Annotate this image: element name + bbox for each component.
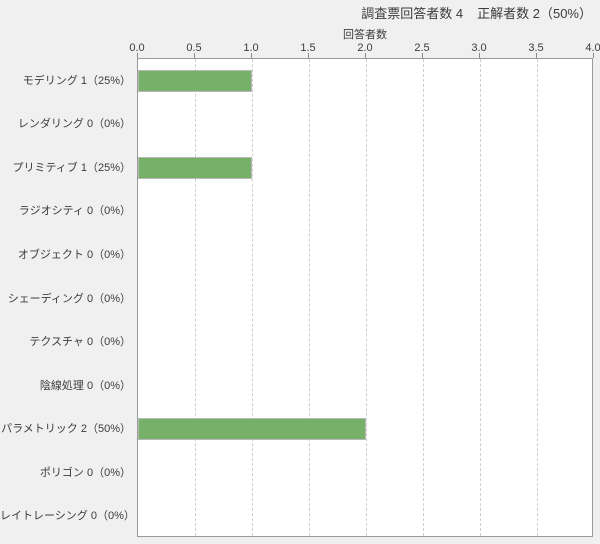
category-label: レイトレーシング 0（0%） bbox=[0, 510, 135, 523]
category-label: オブジェクト 0（0%） bbox=[17, 248, 131, 261]
category-axis-labels: モデリング 1（25%） レンダリング 0（0%） プリミティブ 1（25%） ラジオ… bbox=[0, 58, 135, 537]
category-label: プリミティブ 1（25%） bbox=[12, 161, 131, 174]
x-tick-mark bbox=[422, 53, 423, 58]
x-tick-mark bbox=[536, 53, 537, 58]
bar-row bbox=[138, 146, 592, 190]
x-tick-label: 0.5 bbox=[186, 42, 202, 54]
category-label: レンダリング 0（0%） bbox=[17, 118, 131, 131]
x-tick-label: 1.0 bbox=[243, 42, 259, 54]
bar-row bbox=[138, 59, 592, 103]
x-tick-label: 2.0 bbox=[357, 42, 373, 54]
category-label: シェーディング 0（0%） bbox=[7, 292, 131, 305]
x-tick-label: 1.5 bbox=[300, 42, 316, 54]
bar-row bbox=[138, 407, 592, 451]
category-label: ポリゴン 0（0%） bbox=[39, 466, 131, 479]
x-tick-mark bbox=[479, 53, 480, 58]
category-label: 陰線処理 0（0%） bbox=[39, 379, 131, 392]
category-label: パラメトリック 2（50%） bbox=[1, 423, 131, 436]
x-axis-tick-labels: 0.0 0.5 1.0 1.5 2.0 2.5 3.0 3.5 4.0 bbox=[0, 42, 600, 56]
bar-row bbox=[138, 364, 592, 408]
x-tick-mark bbox=[308, 53, 309, 58]
x-tick-label: 0.0 bbox=[129, 42, 145, 54]
x-axis-title: 回答者数 bbox=[343, 29, 387, 41]
bar-row bbox=[138, 103, 592, 147]
x-tick-mark bbox=[593, 53, 594, 58]
bar[interactable] bbox=[138, 418, 366, 441]
category-label: テクスチャ 0（0%） bbox=[29, 336, 131, 349]
bar-row bbox=[138, 277, 592, 321]
x-tick-label: 4.0 bbox=[585, 42, 600, 54]
x-tick-mark bbox=[365, 53, 366, 58]
category-label: モデリング 1（25%） bbox=[22, 74, 131, 87]
category-label: ラジオシティ 0（0%） bbox=[18, 205, 131, 218]
x-tick-label: 3.0 bbox=[471, 42, 487, 54]
correct-count-label: 正解者数 2（50%） bbox=[477, 5, 592, 21]
x-tick-mark bbox=[137, 53, 138, 58]
respondent-count-label: 調査票回答者数 4 bbox=[361, 5, 464, 21]
summary-header: 調査票回答者数 4 正解者数 2（50%） bbox=[0, 0, 600, 24]
bar-row bbox=[138, 320, 592, 364]
bar[interactable] bbox=[138, 69, 252, 92]
bar-row bbox=[138, 233, 592, 277]
bar[interactable] bbox=[138, 156, 252, 179]
bar-row bbox=[138, 494, 592, 538]
x-tick-mark bbox=[194, 53, 195, 58]
bar-row bbox=[138, 190, 592, 234]
bar-row bbox=[138, 451, 592, 495]
chart-plot-area bbox=[137, 58, 593, 537]
x-tick-label: 3.5 bbox=[528, 42, 544, 54]
x-tick-mark bbox=[251, 53, 252, 58]
bar-rows bbox=[138, 59, 592, 536]
x-tick-label: 2.5 bbox=[414, 42, 430, 54]
